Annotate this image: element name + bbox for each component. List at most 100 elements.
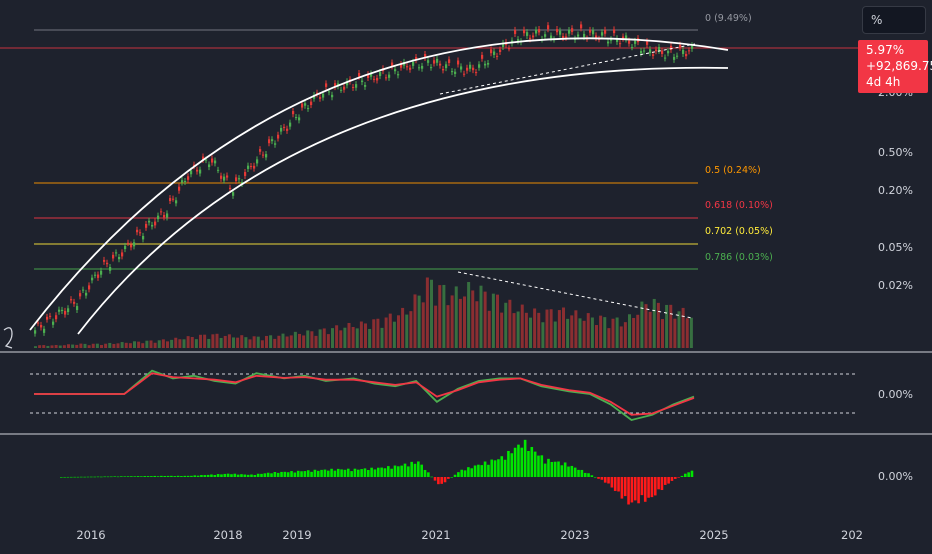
histogram-bar [120,476,123,477]
histogram-bar [126,476,130,477]
candle-body [601,32,604,36]
histogram-bar [366,470,370,477]
oscillator-axis-label: 0.00% [878,388,913,401]
oscillator-pane: 0.00% [30,369,913,421]
scale-toggle-button[interactable]: % [862,6,926,34]
candle-body [247,165,250,169]
candle-body [40,324,43,328]
candle-body [181,180,184,183]
candle-body [457,60,460,65]
candle-body [298,117,301,121]
candle-body [184,181,187,183]
histogram-bar [607,477,610,484]
volume-bar [483,291,487,348]
candle-body [271,139,274,142]
histogram-bar [60,477,63,478]
histogram-bar [647,477,650,498]
candle-body [475,72,478,74]
scale-toggle-label: % [871,13,883,27]
candle-body [361,80,364,83]
volume-bar [54,345,58,348]
candle-body [577,34,580,37]
histogram-bar [180,476,183,477]
candle-body [151,224,154,227]
histogram-bar [657,477,660,490]
histogram-bar [543,463,547,477]
volume-bar [248,339,252,348]
histogram-bar [643,477,647,502]
candle-body [493,51,496,55]
histogram-bar [390,468,393,477]
candle-body [295,117,298,119]
volume-bar [409,311,413,348]
candle-body [580,24,583,29]
histogram-bar [687,472,690,477]
volume-bar [607,328,611,348]
histogram-bar [613,477,617,491]
candle-body [286,128,289,131]
histogram-bar [356,469,360,477]
candle-body [502,42,505,47]
candle-body [262,154,265,156]
volume-bar [128,343,132,348]
volume-bar [520,304,524,348]
volume-bar [656,302,660,348]
x-axis-label: 2025 [699,528,728,542]
histogram-bar [577,469,580,477]
histogram-pane: 0.00% [60,439,913,505]
histogram-bar [463,470,467,477]
candle-body [481,54,484,59]
candle-body [100,270,103,275]
candle-body [43,328,46,333]
histogram-bar [340,469,343,477]
candle-body [235,177,238,182]
candle-body [97,274,100,278]
candle-body [220,175,223,179]
volume-trend-line-dashed [457,271,693,319]
candle-body [658,46,661,51]
candle-body [670,45,673,50]
volume-bar [599,315,603,348]
histogram-bar [457,472,460,477]
volume-bar [454,286,458,348]
candle-body [70,299,73,301]
histogram-bar [523,439,527,477]
candle-body [124,245,127,250]
histogram-bar [86,476,90,478]
x-axis-label: 2018 [213,528,242,542]
histogram-bar [80,476,83,478]
volume-bar [281,333,285,348]
volume-bar [463,296,466,348]
volume-bar [91,343,95,348]
histogram-bar [660,477,664,491]
histogram-bar [173,476,177,477]
histogram-bar [670,477,674,481]
histogram-bar [400,465,403,477]
volume-bar [310,331,314,348]
volume-bar [351,326,355,348]
volume-bar [364,323,367,348]
candle-layer [34,21,694,337]
volume-bar [524,312,528,348]
volume-bar [71,344,75,348]
fib-label-3: 0.702 (0.05%) [705,226,773,237]
histogram-bar [373,469,377,477]
candle-body [241,182,244,185]
candle-body [274,143,277,145]
channel-layer [29,37,729,335]
candle-body [196,169,199,172]
candle-body [664,57,667,59]
histogram-bar [333,470,337,477]
candle-body [427,60,430,63]
histogram-bar [683,473,687,477]
candle-body [214,160,217,164]
candle-body [559,30,562,35]
histogram-bar [100,476,103,478]
candle-body [463,73,466,75]
volume-bar [34,346,37,348]
y-axis-label: 0.50% [878,146,913,159]
volume-bar [314,335,318,348]
histogram-axis-label: 0.00% [878,470,913,483]
volume-bar [430,279,433,348]
